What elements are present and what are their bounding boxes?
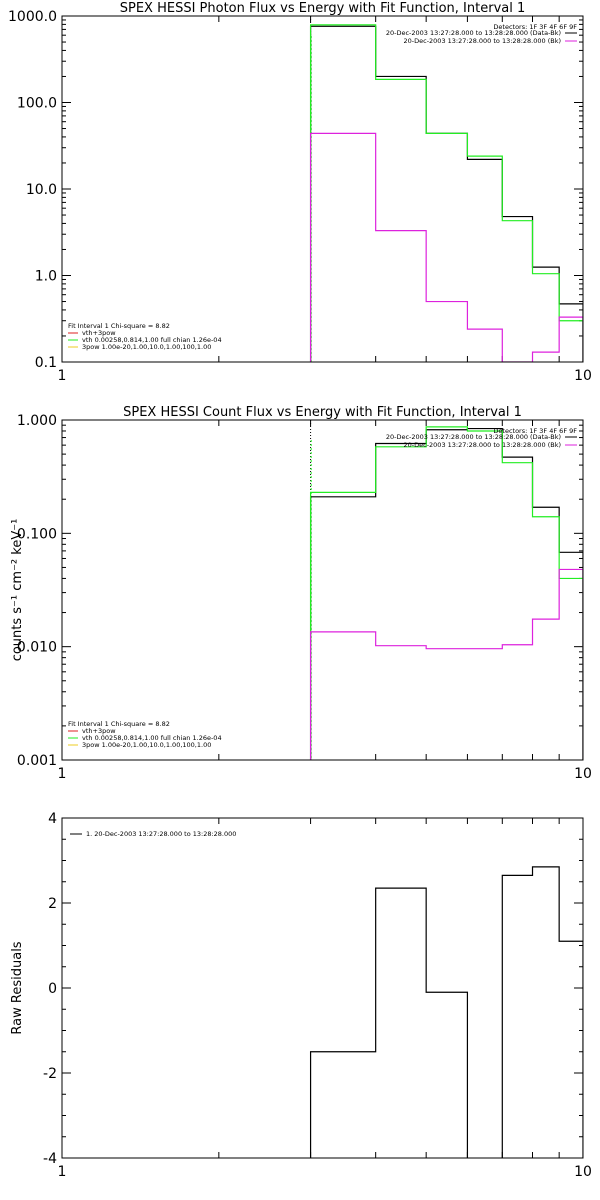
chart-panel-3: Raw Residuals -4 -2 0 2 4 1 10 1. 20-Dec-2003 13… <box>10 811 592 1180</box>
y-tick-label: 1.000 <box>17 413 57 429</box>
legend-header: Detectors: 1F 3F 4F 6F 9F <box>493 23 577 31</box>
y-tick-label: 1.0 <box>35 269 57 285</box>
y-tick-label: -4 <box>43 1151 57 1167</box>
plot-frame <box>61 817 584 1159</box>
legend-header: Detectors: 1F 3F 4F 6F 9F <box>493 427 577 435</box>
legend-entry: 3pow 1.00e-20,1.00,10.0,1.00,100,1.00 <box>82 741 211 749</box>
legend-entry: 20-Dec-2003 13:27:28.000 to 13:28:28.000… <box>386 29 561 37</box>
legend-entry: 1. 20-Dec-2003 13:27:28.000 to 13:28:28.… <box>86 830 236 838</box>
y-axis-label: Raw Residuals <box>10 941 25 1034</box>
y-tick-label: 4 <box>48 811 57 827</box>
axis-ticks <box>62 817 583 1159</box>
legend-header: Fit Interval 1 Chi-square = 8.82 <box>68 322 170 330</box>
axis-ticks <box>62 15 583 363</box>
legend-entry: vth 0.00258,0.814,1.00 full chian 1.26e-… <box>82 734 222 742</box>
series-line-2 <box>309 426 583 760</box>
x-tick-label: 10 <box>574 1164 592 1180</box>
legend-entry: vth+3pow <box>82 727 116 735</box>
legend-header: Fit Interval 1 Chi-square = 8.82 <box>68 720 170 728</box>
chart-panel-1: SPEX HESSI Photon Flux vs Energy with Fi… <box>8 1 592 384</box>
plot-frame <box>61 419 584 761</box>
y-tick-label: 100.0 <box>17 96 57 112</box>
x-tick-label: 1 <box>58 368 67 384</box>
chart-title: SPEX HESSI Count Flux vs Energy with Fit… <box>123 405 522 420</box>
y-tick-label: 0.1 <box>35 355 57 371</box>
chart-panel-2: SPEX HESSI Count Flux vs Energy with Fit… <box>10 405 592 782</box>
y-tick-label: 10.0 <box>26 182 57 198</box>
y-tick-label: 0.001 <box>17 753 57 769</box>
y-tick-label: 2 <box>48 896 57 912</box>
series-line-3 <box>309 132 583 362</box>
y-axis-label: counts s⁻¹ cm⁻² keV⁻¹ <box>10 519 25 662</box>
legend-entry: vth 0.00258,0.814,1.00 full chian 1.26e-… <box>82 336 222 344</box>
legend-entry: 20-Dec-2003 13:27:28.000 to 13:28:28.000… <box>404 37 562 45</box>
series-line-1 <box>309 25 583 362</box>
y-tick-label: -2 <box>43 1066 57 1082</box>
x-tick-label: 1 <box>58 766 67 782</box>
series-group <box>309 866 583 1158</box>
series-group <box>309 426 583 760</box>
plot-frame <box>61 15 584 363</box>
series-line-1 <box>309 866 583 1158</box>
legend-entry: 20-Dec-2003 13:27:28.000 to 13:28:28.000… <box>386 433 561 441</box>
chart-title: SPEX HESSI Photon Flux vs Energy with Fi… <box>120 1 526 16</box>
x-tick-label: 10 <box>574 766 592 782</box>
y-tick-label: 0.100 <box>17 526 57 542</box>
legend-entry: 20-Dec-2003 13:27:28.000 to 13:28:28.000… <box>404 441 562 449</box>
series-line-1 <box>309 427 583 760</box>
y-tick-label: 0.010 <box>17 640 57 656</box>
legend-entry: 3pow 1.00e-20,1.00,10.0,1.00,100,1.00 <box>82 343 211 351</box>
axis-ticks <box>62 419 583 761</box>
series-group <box>309 24 583 362</box>
x-tick-label: 1 <box>58 1164 67 1180</box>
legend-entry: vth+3pow <box>82 329 116 337</box>
y-tick-label: 0 <box>48 981 57 997</box>
x-tick-label: 10 <box>574 368 592 384</box>
series-line-3 <box>309 568 583 760</box>
series-line-2 <box>309 24 583 362</box>
y-tick-label: 1000.0 <box>8 9 57 25</box>
